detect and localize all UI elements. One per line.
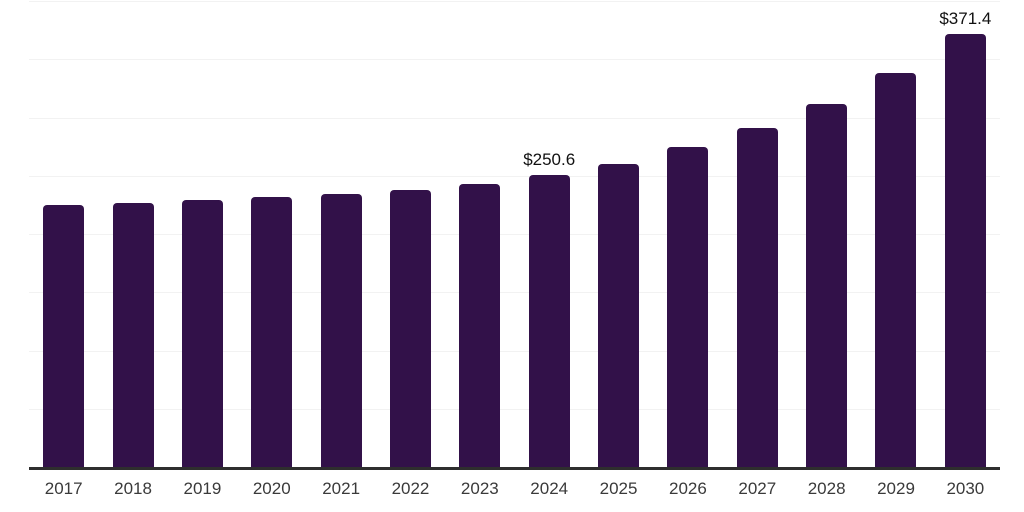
bar-2026[interactable] — [667, 147, 709, 467]
bar-2028[interactable] — [806, 103, 848, 467]
x-tick-label-2024: 2024 — [530, 479, 569, 498]
gridline — [29, 1, 1000, 2]
bar-2023[interactable] — [459, 183, 501, 467]
bar-column — [29, 1, 98, 467]
x-tick-label-2020: 2020 — [252, 479, 291, 498]
x-tick-label-2022: 2022 — [391, 479, 430, 498]
bar-2025[interactable] — [598, 163, 640, 467]
bar-column — [237, 1, 306, 467]
bar-2018[interactable] — [112, 203, 154, 467]
bar-column — [861, 1, 930, 467]
bar-2030[interactable]: $371.4 — [939, 9, 991, 467]
x-tick-label-2030: 2030 — [946, 479, 985, 498]
gridline — [29, 292, 1000, 294]
grid-layer — [29, 1, 1000, 467]
bar-2022[interactable] — [389, 189, 431, 467]
gridline — [29, 117, 1000, 119]
gridline — [29, 408, 1000, 410]
x-tick-label-2019: 2019 — [183, 479, 222, 498]
bar-2029[interactable] — [875, 72, 917, 467]
x-axis-labels: 2017 2018 2019 2020 2021 2022 2023 2024 2025 2026… — [29, 479, 1000, 499]
x-tick-label-2018: 2018 — [114, 479, 152, 498]
bar-column — [168, 1, 237, 467]
bar-column — [98, 1, 167, 467]
bar-2020[interactable] — [251, 196, 293, 467]
x-tick-label-2021: 2021 — [322, 479, 361, 498]
bar-value-label: $250.6 — [523, 150, 576, 170]
bar-column — [306, 1, 375, 467]
bar-value-label: $371.4 — [939, 9, 992, 29]
bar-column — [376, 1, 445, 467]
gridline — [29, 175, 1000, 177]
bar-column — [792, 1, 861, 467]
x-tick-label-2026: 2026 — [669, 479, 707, 498]
bar-2017[interactable] — [43, 205, 85, 467]
x-tick-label-2029: 2029 — [877, 479, 915, 498]
bar-2021[interactable] — [320, 194, 362, 467]
gridline — [29, 350, 1000, 352]
gridline — [29, 234, 1000, 235]
bars-layer: $250.6 $371.4 — [29, 1, 1000, 467]
bar-column: $250.6 — [515, 1, 584, 467]
bar-2027[interactable] — [736, 128, 778, 467]
bar-column — [584, 1, 653, 467]
bar-column — [445, 1, 514, 467]
gridline — [29, 59, 1000, 61]
bar-column — [653, 1, 722, 467]
x-tick-label-2025: 2025 — [599, 479, 638, 498]
x-tick-label-2028: 2028 — [807, 479, 846, 498]
x-tick-label-2027: 2027 — [738, 479, 777, 498]
bar-column — [723, 1, 792, 467]
bar-2024[interactable]: $250.6 — [523, 150, 575, 467]
x-tick-label-2023: 2023 — [460, 479, 499, 498]
bar-column: $371.4 — [931, 1, 1000, 467]
bar-2019[interactable] — [181, 199, 223, 467]
x-tick-label-2017: 2017 — [44, 479, 83, 498]
plot-area: $250.6 $371.4 — [29, 1, 1000, 470]
